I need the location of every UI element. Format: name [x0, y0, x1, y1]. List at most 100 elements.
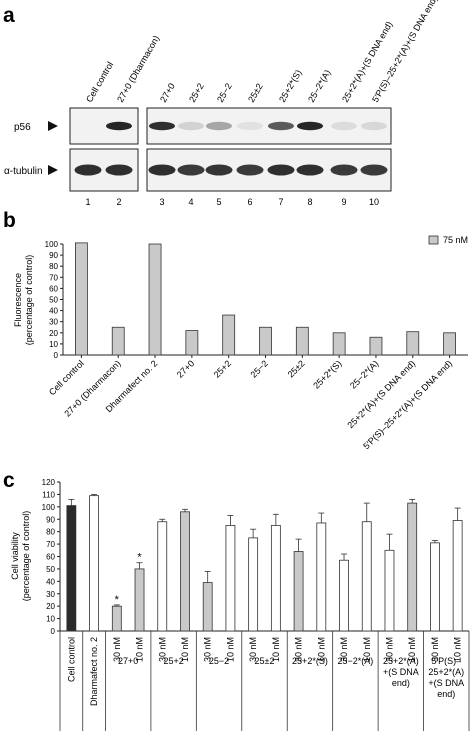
group-label: 25+2 — [163, 656, 183, 666]
legend-swatch — [428, 235, 439, 245]
fluorescence-bar — [406, 331, 420, 356]
viability-bar — [293, 551, 304, 632]
p56-band — [149, 121, 175, 131]
viability-bar — [248, 537, 259, 632]
y-tick-label: 60 — [46, 553, 55, 562]
y-tick-label: 50 — [49, 296, 58, 305]
y-axis-title-line1: Fluorescence — [13, 273, 23, 327]
lane-label: Cell control — [84, 60, 115, 104]
chart-fluorescence: 0 10 20 30 40 50 60 70 80 90 100 Fluorescence (perce… — [13, 235, 468, 451]
lane-label: 25±2 — [246, 82, 265, 104]
p56-band — [331, 121, 357, 131]
lane-label: 27+0 (Dharmacon) — [115, 34, 161, 104]
viability-bar — [384, 549, 395, 632]
group-label: 25±2 — [255, 656, 275, 666]
p56-band — [297, 121, 323, 131]
group-label: 25−2 — [209, 656, 229, 666]
tubulin-band — [267, 164, 295, 176]
y-tick-label: 20 — [49, 329, 58, 338]
fluorescence-bar — [111, 326, 125, 356]
x-category-label: 25+2 — [212, 358, 233, 379]
y-tick-label: 80 — [49, 262, 58, 271]
y-tick-label: 0 — [54, 351, 59, 360]
fluorescence-bar — [259, 326, 272, 356]
viability-bar — [202, 582, 213, 632]
y-axis-title-line1: Cell viability — [10, 532, 20, 580]
x-category-label: 25+2*(S) — [311, 358, 343, 390]
lane-number: 9 — [341, 197, 346, 207]
viability-bar — [157, 521, 168, 632]
group-label: +(S DNA — [428, 678, 464, 688]
y-tick-label: 80 — [46, 528, 55, 537]
y-axis-title-line2: (percentage of control) — [21, 511, 31, 602]
bar-label: 10 nM — [135, 637, 145, 662]
y-tick-label: 40 — [46, 577, 55, 586]
y-axis-title-line2: (percentage of control) — [24, 255, 34, 346]
fluorescence-bar — [148, 243, 162, 356]
y-tick-label: 110 — [42, 490, 55, 499]
panel-label-c: c — [3, 469, 15, 492]
bar-label: 30 nM — [384, 637, 394, 662]
group-label: 25−2*(A) — [337, 656, 373, 666]
y-tick-label: 20 — [46, 602, 55, 611]
p56-band — [361, 121, 387, 131]
viability-bar — [361, 521, 372, 632]
lane-label: 25+2 — [187, 81, 206, 104]
tubulin-arrow-icon — [48, 165, 58, 175]
bar-label: 10 nM — [316, 637, 326, 662]
fluorescence-bar — [75, 242, 88, 356]
y-tick-label: 70 — [46, 540, 55, 549]
viability-bar — [111, 605, 122, 632]
lane-number: 4 — [188, 197, 193, 207]
bar-label: 30 nM — [112, 637, 122, 662]
viability-bar — [452, 520, 463, 632]
x-category-label: Cell control — [47, 358, 86, 397]
bar-label: 30 nM — [294, 637, 304, 662]
significance-star: * — [137, 552, 142, 564]
p56-band — [178, 121, 204, 131]
viability-bar — [316, 522, 327, 632]
tubulin-band — [177, 164, 205, 176]
bar-label: 30 nM — [339, 637, 349, 662]
lane-number: 2 — [116, 197, 121, 207]
lane-number: 5 — [216, 197, 221, 207]
x-category-label: 25−2*(A) — [348, 358, 380, 390]
group-label: end) — [392, 678, 410, 688]
tubulin-band — [148, 164, 176, 176]
row-label-p56: p56 — [14, 122, 31, 133]
group-label: 25+2*(A) — [428, 667, 464, 677]
y-tick-label: 120 — [42, 478, 56, 487]
fluorescence-bar — [185, 330, 199, 356]
tubulin-band — [105, 164, 133, 176]
fluorescence-bar — [332, 332, 346, 356]
p56-band — [206, 121, 232, 131]
y-tick-label: 10 — [46, 615, 55, 624]
panel-label-a: a — [3, 4, 15, 27]
p56-band — [237, 121, 263, 131]
group-label: +(S DNA — [383, 667, 419, 677]
fluorescence-bar — [443, 332, 456, 356]
tubulin-band — [360, 164, 388, 176]
bar-label: 30 nM — [203, 637, 213, 662]
bar-label: 10 nM — [362, 637, 372, 662]
y-tick-label: 70 — [49, 273, 58, 282]
fluorescence-bar — [222, 314, 236, 356]
viability-bar — [270, 525, 281, 632]
group-label: 5′P(S)– — [431, 656, 461, 666]
western-blot-panel: Cell control 27+0 (Dharmacon)27+0 25+2 25−2… — [4, 0, 439, 207]
bar-label: 30 nM — [248, 637, 258, 662]
lane-label: 25+2*(A)+(S DNA end) — [340, 20, 394, 104]
lane-number: 1 — [85, 197, 90, 207]
bar-label: 10 nM — [271, 637, 281, 662]
y-tick-label: 50 — [46, 565, 55, 574]
bar-label: 10 nM — [453, 637, 463, 662]
bar-label: Cell control — [66, 637, 76, 682]
tubulin-band — [236, 164, 264, 176]
lane-label: 5′P(S)–25+2*(A)+(S DNA end) — [370, 0, 439, 104]
row-label-tubulin: α-tubulin — [4, 166, 43, 177]
y-tick-label: 100 — [42, 503, 56, 512]
y-tick-label: 30 — [49, 318, 58, 327]
y-tick-label: 10 — [49, 340, 58, 349]
group-label: 25+2*(A) — [383, 656, 419, 666]
lane-label: 25+2*(S) — [277, 68, 304, 104]
